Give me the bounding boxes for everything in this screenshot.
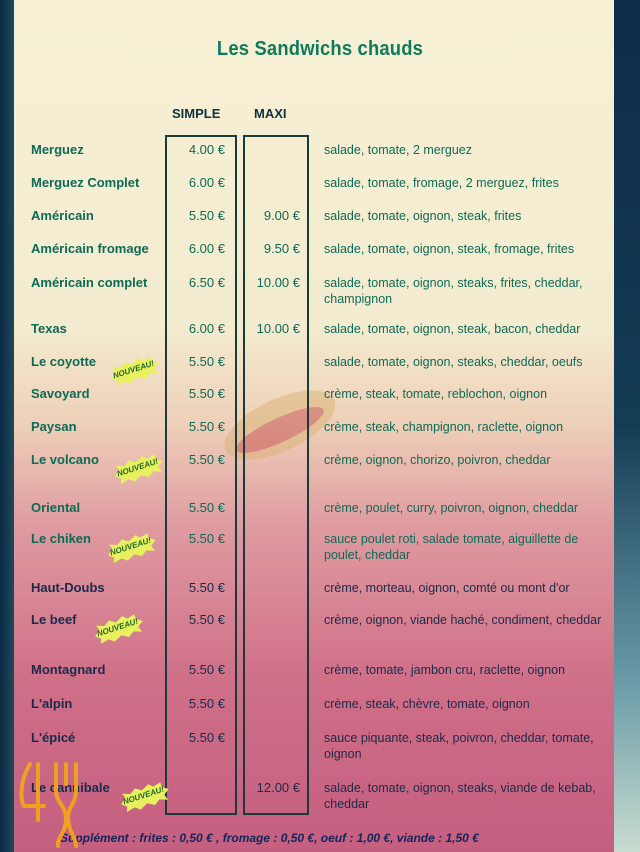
item-description: salade, tomate, oignon, steaks, viande d… xyxy=(324,781,596,811)
item-description: salade, tomate, 2 merguez xyxy=(324,143,472,157)
item-price-simple: 6.00 € xyxy=(188,175,225,190)
item-price-maxi: 9.00 € xyxy=(263,208,300,223)
item-price-maxi: 9.50 € xyxy=(263,241,300,256)
item-description: salade, tomate, fromage, 2 merguez, frit… xyxy=(324,176,559,190)
item-price-simple: 6.50 € xyxy=(188,275,225,290)
nouveau-badge: NOUVEAU! xyxy=(90,611,146,648)
item-description: crème, morteau, oignon, comté ou mont d'… xyxy=(324,581,570,595)
starburst-icon xyxy=(121,782,169,813)
item-description: salade, tomate, oignon, steak, fromage, … xyxy=(324,242,575,256)
item-price-simple: 5.50 € xyxy=(188,419,225,434)
item-name: Montagnard xyxy=(31,662,106,677)
item-price-simple: 5.50 € xyxy=(188,354,225,369)
nouveau-badge: NOUVEAU! xyxy=(106,353,162,390)
item-price-simple: 5.50 € xyxy=(188,612,225,627)
item-price-maxi: 12.00 € xyxy=(256,780,300,795)
item-price-simple: 5.50 € xyxy=(188,500,225,515)
starburst-icon xyxy=(111,356,159,387)
item-name: Le beef xyxy=(31,612,77,627)
item-name: Merguez Complet xyxy=(31,175,140,190)
nouveau-badge: NOUVEAU! xyxy=(110,451,166,488)
item-name: Savoyard xyxy=(31,386,90,401)
item-name: Américain fromage xyxy=(31,241,149,256)
item-name: Oriental xyxy=(31,500,81,515)
item-name: Merguez xyxy=(31,142,84,157)
column-header-maxi: MAXI xyxy=(254,106,287,121)
item-price-simple: 5.50 € xyxy=(188,452,225,467)
item-name: Le cannibale xyxy=(31,780,110,795)
menu-paper xyxy=(14,0,614,852)
item-price-simple: 5.50 € xyxy=(188,386,225,401)
item-description: crème, steak, tomate, reblochon, oignon xyxy=(324,387,548,401)
item-description: crème, oignon, chorizo, poivron, cheddar xyxy=(324,453,551,467)
item-description: crème, oignon, viande haché, condiment, … xyxy=(324,613,602,627)
item-price-simple: 5.50 € xyxy=(188,531,225,546)
item-name: Américain xyxy=(31,208,94,223)
item-description: crème, steak, chèvre, tomate, oignon xyxy=(324,697,530,711)
nouveau-badge: NOUVEAU! xyxy=(116,779,172,816)
maxi-column-box xyxy=(243,135,309,815)
item-price-maxi: 10.00 € xyxy=(256,275,300,290)
starburst-icon xyxy=(115,454,163,485)
item-description: salade, tomate, oignon, steak, frites xyxy=(324,209,522,223)
page-title: Les Sandwichs chauds xyxy=(216,38,424,60)
item-price-simple: 6.00 € xyxy=(188,321,225,336)
item-name: Le volcano xyxy=(31,452,99,467)
starburst-icon xyxy=(108,533,156,564)
item-name: Le coyotte xyxy=(31,354,97,369)
item-name: Haut-Doubs xyxy=(31,580,105,595)
fork-logo-icon xyxy=(19,762,78,848)
item-name: L'épicé xyxy=(31,730,76,745)
nouveau-badge: NOUVEAU! xyxy=(103,530,159,567)
item-price-maxi: 10.00 € xyxy=(256,321,300,336)
item-price-simple: 5.50 € xyxy=(188,696,225,711)
item-name: Texas xyxy=(31,321,67,336)
item-name: Le chiken xyxy=(31,531,91,546)
item-description: crème, tomate, jambon cru, raclette, oig… xyxy=(324,663,566,677)
item-description: salade, tomate, oignon, steaks, cheddar,… xyxy=(324,355,583,369)
item-name: Paysan xyxy=(31,419,77,434)
item-price-simple: 5.50 € xyxy=(188,662,225,677)
item-name: Américain complet xyxy=(31,275,148,290)
starburst-icon xyxy=(95,614,143,645)
item-description: salade, tomate, oignon, steak, bacon, ch… xyxy=(324,322,581,336)
item-price-simple: 6.00 € xyxy=(188,241,225,256)
item-description: sauce piquante, steak, poivron, cheddar,… xyxy=(324,731,594,761)
item-description: crème, steak, champignon, raclette, oign… xyxy=(324,420,564,434)
item-price-simple: 4.00 € xyxy=(188,142,225,157)
item-description: sauce poulet roti, salade tomate, aiguil… xyxy=(324,532,579,562)
background-edge xyxy=(614,0,640,852)
item-description: salade, tomate, oignon, steaks, frites, … xyxy=(324,276,583,306)
supplement-note: Supplément : frites : 0,50 € , fromage :… xyxy=(60,831,479,845)
item-price-simple: 5.50 € xyxy=(188,208,225,223)
item-price-simple: 5.50 € xyxy=(188,580,225,595)
item-price-simple: 5.50 € xyxy=(188,730,225,745)
item-description: crème, poulet, curry, poivron, oignon, c… xyxy=(324,501,579,515)
item-name: L'alpin xyxy=(31,696,73,711)
simple-column-box xyxy=(165,135,237,815)
column-header-simple: SIMPLE xyxy=(172,106,221,121)
